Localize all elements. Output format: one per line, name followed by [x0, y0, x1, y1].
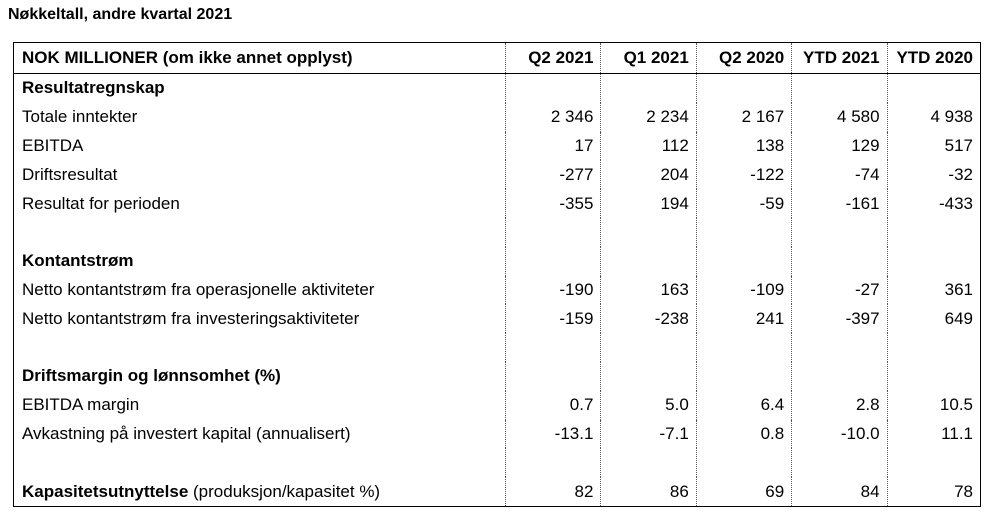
header-col-q2-2020: Q2 2020	[696, 42, 793, 74]
cell-value: 86	[600, 477, 697, 507]
cell-value: 0.7	[505, 390, 602, 420]
cell-value: 649	[944, 308, 973, 328]
cell-value: 112	[600, 131, 697, 161]
cell-value: -433	[938, 193, 973, 213]
header-col-q2-2021: Q2 2021	[505, 42, 602, 74]
table-row: Totale inntekter 2 346 2 234 2 167 4 580…	[13, 102, 981, 132]
cell-value: 6.4	[696, 390, 793, 420]
cell-value: 241	[696, 304, 793, 334]
row-label: Netto kontantstrøm fra investeringsaktiv…	[13, 304, 507, 334]
row-label-kapasitet: Kapasitetsutnyttelse (produksjon/kapasit…	[13, 477, 507, 507]
cell-value: 517	[944, 135, 973, 155]
table-row: Netto kontantstrøm fra operasjonelle akt…	[13, 275, 981, 305]
kapasitet-label-rest: (produksjon/kapasitet %)	[188, 481, 381, 501]
table-header-row: NOK MILLIONER (om ikke annet opplyst) Q2…	[13, 42, 981, 74]
kapasitet-label-bold: Kapasitetsutnyttelse	[22, 481, 189, 501]
cell-value: 5.0	[600, 390, 697, 420]
key-figures-table: NOK MILLIONER (om ikke annet opplyst) Q2…	[13, 42, 981, 507]
table-row: Resultat for perioden -355 194 -59 -161 …	[13, 189, 981, 218]
cell-value: 204	[600, 160, 697, 190]
header-label: NOK MILLIONER (om ikke annet opplyst)	[13, 42, 507, 74]
row-label: Totale inntekter	[13, 102, 507, 132]
cell-value: -355	[505, 189, 602, 218]
cell-value: -159	[505, 304, 602, 334]
table-row: Driftsresultat -277 204 -122 -74 -32	[13, 160, 981, 190]
section-heading-margin: Driftsmargin og lønnsomhet (%)	[13, 361, 507, 391]
table-row: EBITDA margin 0.7 5.0 6.4 2.8 10.5	[13, 390, 981, 420]
cell-value: 84	[791, 477, 888, 507]
cell-value: 2 234	[600, 102, 697, 132]
cell-value: 10.5	[939, 395, 973, 415]
cell-value: -74	[791, 160, 888, 190]
cell-value: 17	[505, 131, 602, 161]
cell-value: -13.1	[505, 419, 602, 449]
header-col-ytd-2020: YTD 2020	[887, 42, 981, 74]
cell-value: -7.1	[600, 419, 697, 449]
row-label: EBITDA margin	[13, 390, 507, 420]
cell-value: -122	[696, 160, 793, 190]
cell-value: 163	[600, 275, 697, 305]
cell-value: 194	[600, 189, 697, 218]
cell-value: 361	[944, 279, 973, 299]
spacer-row	[13, 217, 981, 247]
row-label: Driftsresultat	[13, 160, 507, 190]
section-heading-row: Driftsmargin og lønnsomhet (%)	[13, 361, 981, 391]
cell-value: 4 580	[791, 102, 888, 132]
row-label: Avkastning på investert kapital (annuali…	[13, 419, 507, 449]
page-title: Nøkkeltall, andre kvartal 2021	[8, 6, 233, 23]
cell-value: 138	[696, 131, 793, 161]
cell-value: 11.1	[941, 423, 973, 443]
cell-value: 2.8	[791, 390, 888, 420]
cell-value: 2 346	[505, 102, 602, 132]
cell-value: -277	[505, 160, 602, 190]
row-label: Resultat for perioden	[13, 189, 507, 218]
table-row: Netto kontantstrøm fra investeringsaktiv…	[13, 304, 981, 334]
cell-value: 78	[954, 481, 973, 501]
row-label: Netto kontantstrøm fra operasjonelle akt…	[13, 275, 507, 305]
table-row: Kapasitetsutnyttelse (produksjon/kapasit…	[13, 477, 981, 507]
cell-value: 2 167	[696, 102, 793, 132]
spacer-row	[13, 333, 981, 362]
cell-value: -59	[696, 189, 793, 218]
cell-value: -10.0	[791, 419, 888, 449]
section-heading-kontantstrom: Kontantstrøm	[13, 246, 507, 276]
cell-value: -397	[791, 304, 888, 334]
cell-value: -238	[600, 304, 697, 334]
header-col-ytd-2021: YTD 2021	[791, 42, 888, 74]
cell-value: -161	[791, 189, 888, 218]
cell-value: -32	[948, 164, 973, 184]
header-col-q1-2021: Q1 2021	[600, 42, 697, 74]
cell-value: -27	[791, 275, 888, 305]
cell-value: 129	[791, 131, 888, 161]
cell-value: 0.8	[696, 419, 793, 449]
table-row: EBITDA 17 112 138 129 517	[13, 131, 981, 161]
row-label: EBITDA	[13, 131, 507, 161]
table-row: Avkastning på investert kapital (annuali…	[13, 419, 981, 449]
section-heading-row: Kontantstrøm	[13, 246, 981, 276]
section-heading-row: Resultatregnskap	[13, 73, 981, 103]
cell-value: 69	[696, 477, 793, 507]
cell-value: -190	[505, 275, 602, 305]
spacer-row	[13, 448, 981, 478]
cell-value: 4 938	[930, 107, 973, 127]
cell-value: -109	[696, 275, 793, 305]
cell-value: 82	[505, 477, 602, 507]
section-heading-resultat: Resultatregnskap	[13, 73, 507, 103]
